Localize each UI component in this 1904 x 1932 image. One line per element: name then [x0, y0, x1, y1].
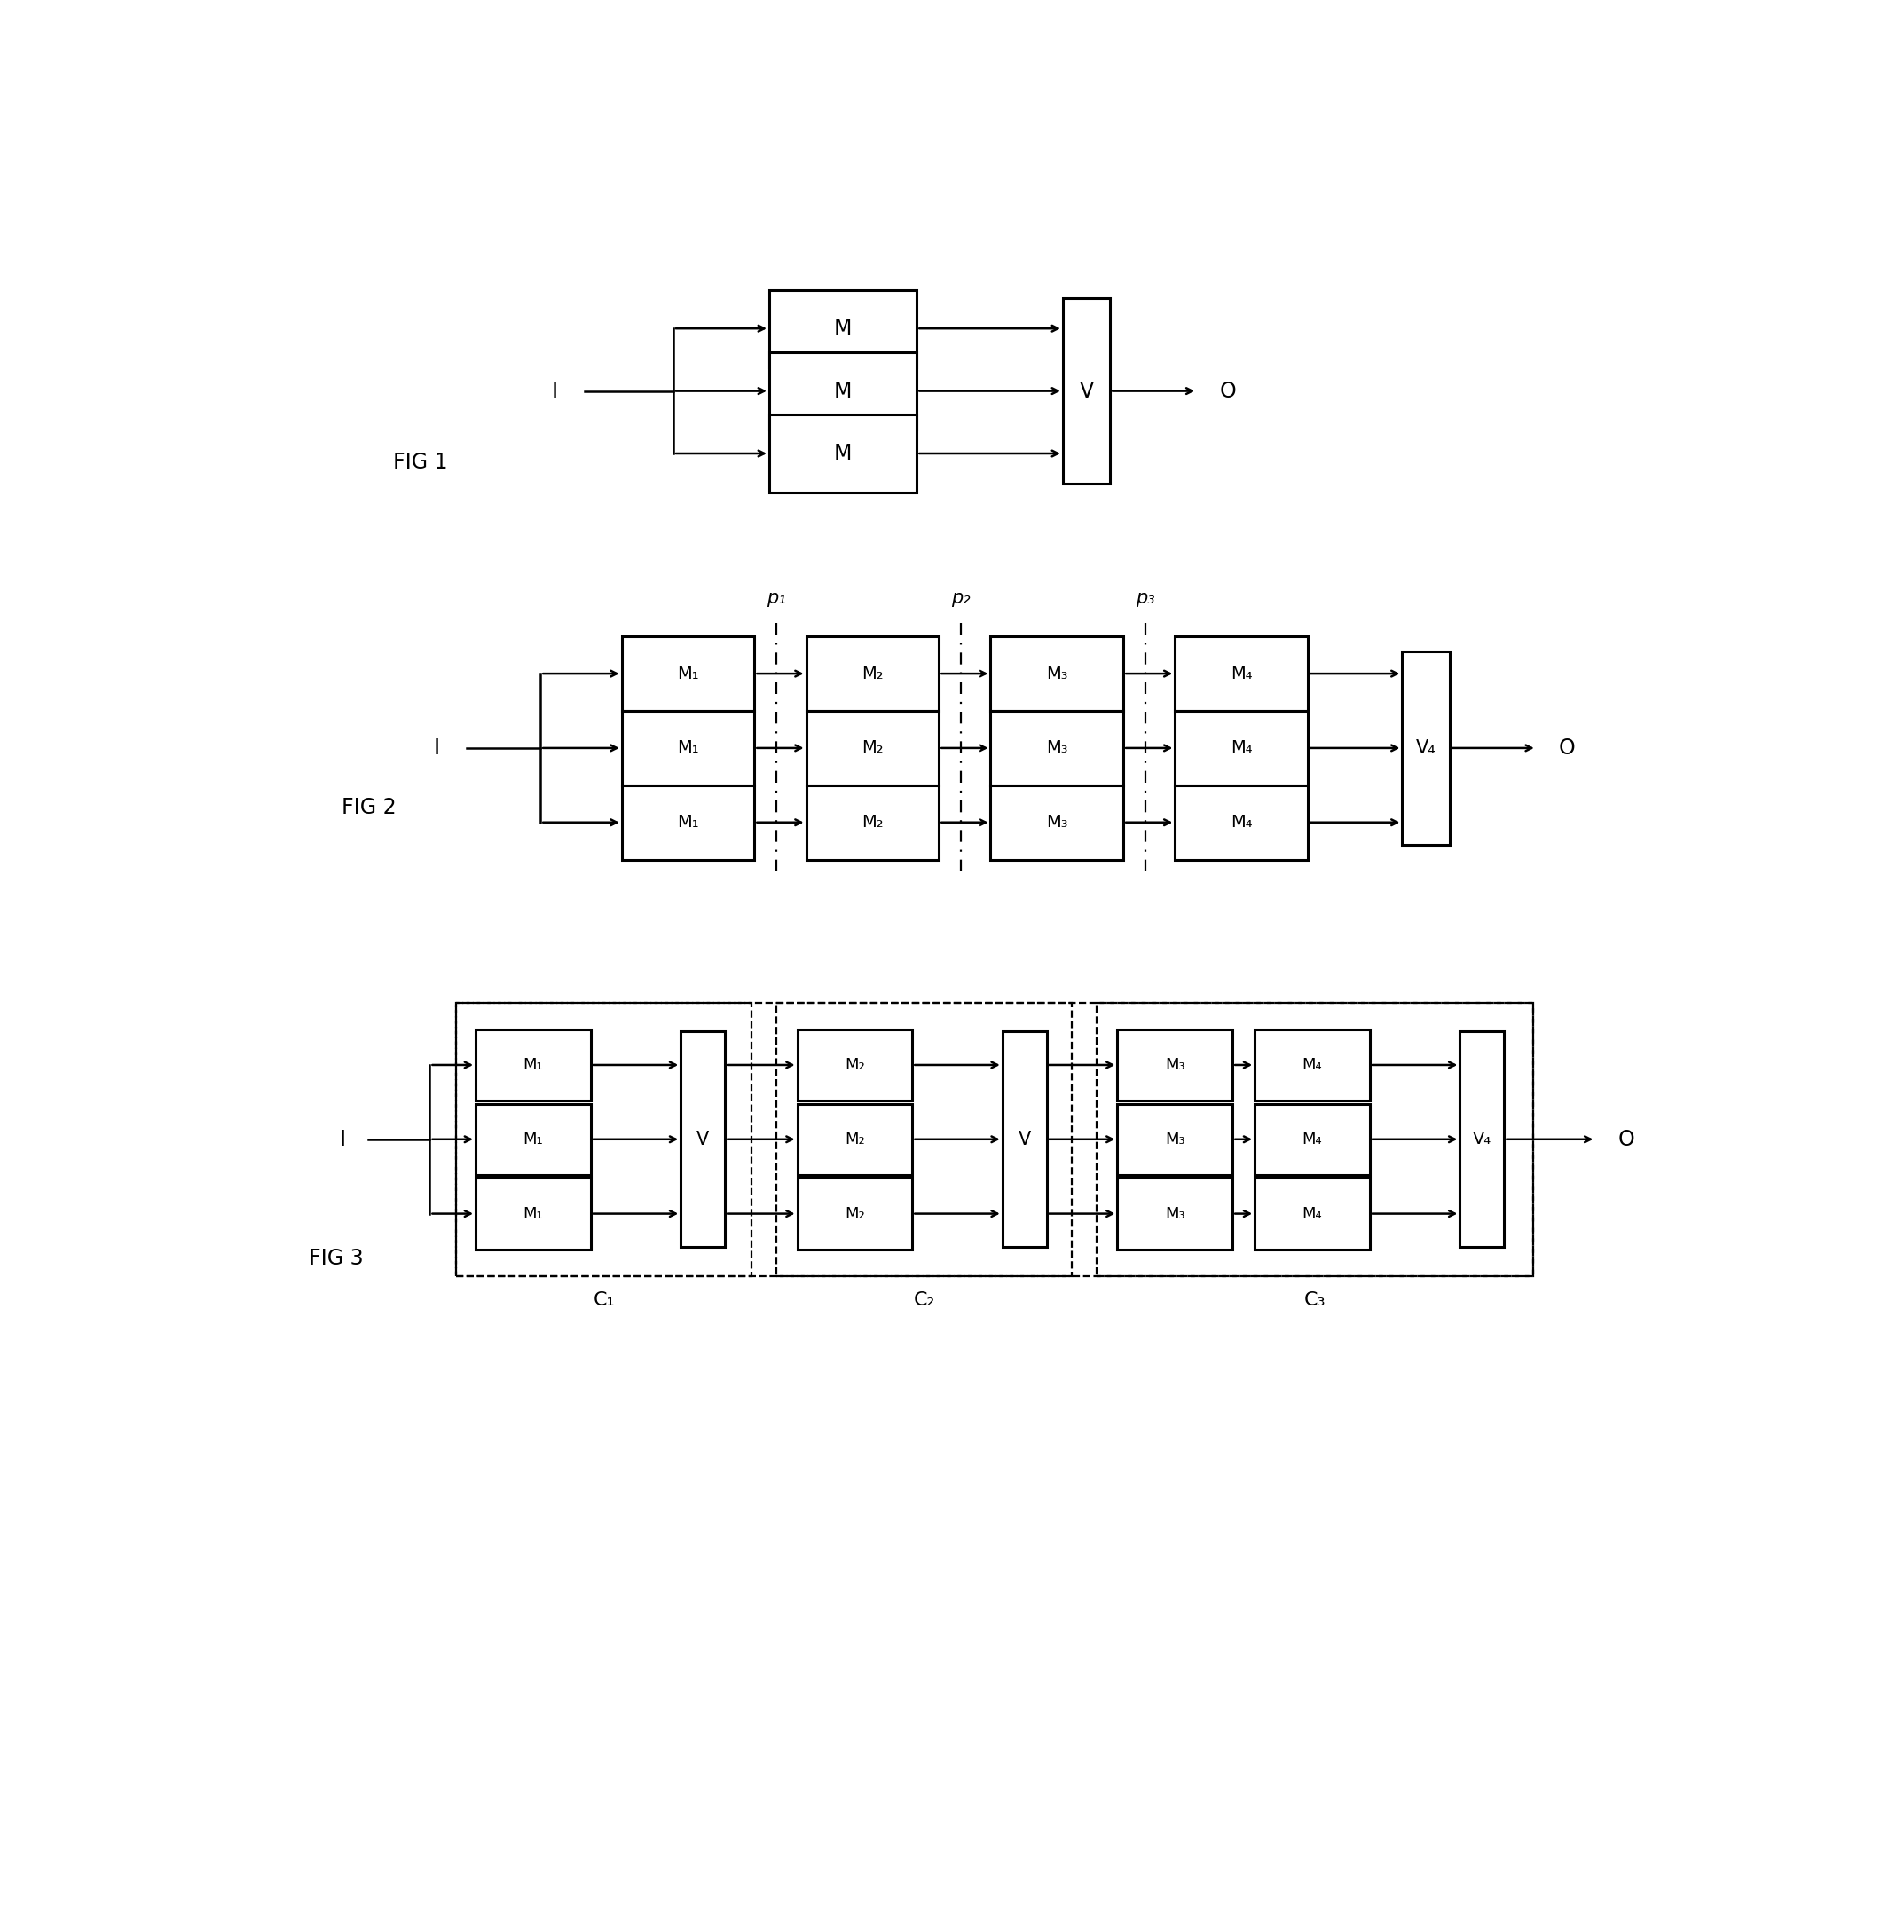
Text: M₄: M₄	[1230, 813, 1253, 831]
Text: M₂: M₂	[863, 740, 883, 757]
Text: M₁: M₁	[524, 1206, 543, 1221]
Text: C₁: C₁	[592, 1291, 615, 1308]
Text: V: V	[1080, 381, 1093, 402]
Bar	[1062, 298, 1110, 485]
Text: I: I	[434, 738, 440, 759]
Text: M₂: M₂	[845, 1206, 864, 1221]
Bar	[621, 784, 754, 860]
Text: V: V	[1019, 1130, 1030, 1148]
Bar	[457, 1003, 1533, 1277]
Text: M₃: M₃	[1045, 813, 1068, 831]
Text: M: M	[834, 381, 851, 402]
Text: V₄: V₄	[1472, 1130, 1491, 1148]
Text: M₁: M₁	[678, 665, 699, 682]
Bar	[769, 352, 918, 429]
Text: V: V	[697, 1130, 708, 1148]
Bar	[1175, 784, 1308, 860]
Text: p₂: p₂	[952, 589, 971, 607]
Text: M₁: M₁	[524, 1132, 543, 1148]
Bar	[1097, 1003, 1533, 1277]
Bar	[1255, 1030, 1369, 1101]
Bar	[476, 1030, 590, 1101]
Bar	[990, 711, 1123, 784]
Bar	[1460, 1032, 1504, 1248]
Text: M₃: M₃	[1165, 1132, 1184, 1148]
Text: M₄: M₄	[1302, 1206, 1321, 1221]
Text: M: M	[834, 319, 851, 340]
Bar	[1175, 711, 1308, 784]
Bar	[798, 1030, 912, 1101]
Bar	[1175, 636, 1308, 711]
Bar	[1118, 1103, 1232, 1175]
Text: M: M	[834, 442, 851, 464]
Text: M₄: M₄	[1302, 1057, 1321, 1072]
Text: M₃: M₃	[1045, 665, 1068, 682]
Bar	[990, 784, 1123, 860]
Bar	[682, 1032, 725, 1248]
Bar	[457, 1003, 752, 1277]
Text: O: O	[1219, 381, 1236, 402]
Bar	[1255, 1103, 1369, 1175]
Bar	[476, 1179, 590, 1250]
Text: O: O	[1618, 1128, 1634, 1150]
Text: FIG 1: FIG 1	[392, 452, 447, 473]
Text: M₁: M₁	[678, 813, 699, 831]
Bar	[1118, 1030, 1232, 1101]
Bar	[990, 636, 1123, 711]
Text: FIG 2: FIG 2	[341, 796, 396, 819]
Text: M₄: M₄	[1302, 1132, 1321, 1148]
Text: V₄: V₄	[1417, 740, 1436, 757]
Text: M₄: M₄	[1230, 740, 1253, 757]
Bar	[798, 1103, 912, 1175]
Bar	[1401, 651, 1449, 844]
Bar	[805, 636, 939, 711]
Bar	[621, 711, 754, 784]
Text: M₁: M₁	[524, 1057, 543, 1072]
Text: M₂: M₂	[863, 665, 883, 682]
Bar	[769, 415, 918, 493]
Text: M₃: M₃	[1165, 1206, 1184, 1221]
Text: p₁: p₁	[767, 589, 786, 607]
Text: p₃: p₃	[1137, 589, 1156, 607]
Text: M₂: M₂	[863, 813, 883, 831]
Text: O: O	[1559, 738, 1575, 759]
Text: M₃: M₃	[1165, 1057, 1184, 1072]
Bar	[805, 784, 939, 860]
Bar	[777, 1003, 1072, 1277]
Text: I: I	[339, 1128, 347, 1150]
Bar	[805, 711, 939, 784]
Text: M₄: M₄	[1230, 665, 1253, 682]
Bar	[1118, 1179, 1232, 1250]
Text: C₃: C₃	[1304, 1291, 1325, 1308]
Text: M₃: M₃	[1045, 740, 1068, 757]
Text: I: I	[552, 381, 558, 402]
Text: FIG 3: FIG 3	[308, 1248, 364, 1269]
Text: M₂: M₂	[845, 1132, 864, 1148]
Bar	[1255, 1179, 1369, 1250]
Text: C₂: C₂	[914, 1291, 935, 1308]
Bar	[621, 636, 754, 711]
Bar	[798, 1179, 912, 1250]
Bar	[1002, 1032, 1047, 1248]
Text: M₁: M₁	[678, 740, 699, 757]
Text: M₂: M₂	[845, 1057, 864, 1072]
Bar	[476, 1103, 590, 1175]
Bar	[769, 290, 918, 367]
